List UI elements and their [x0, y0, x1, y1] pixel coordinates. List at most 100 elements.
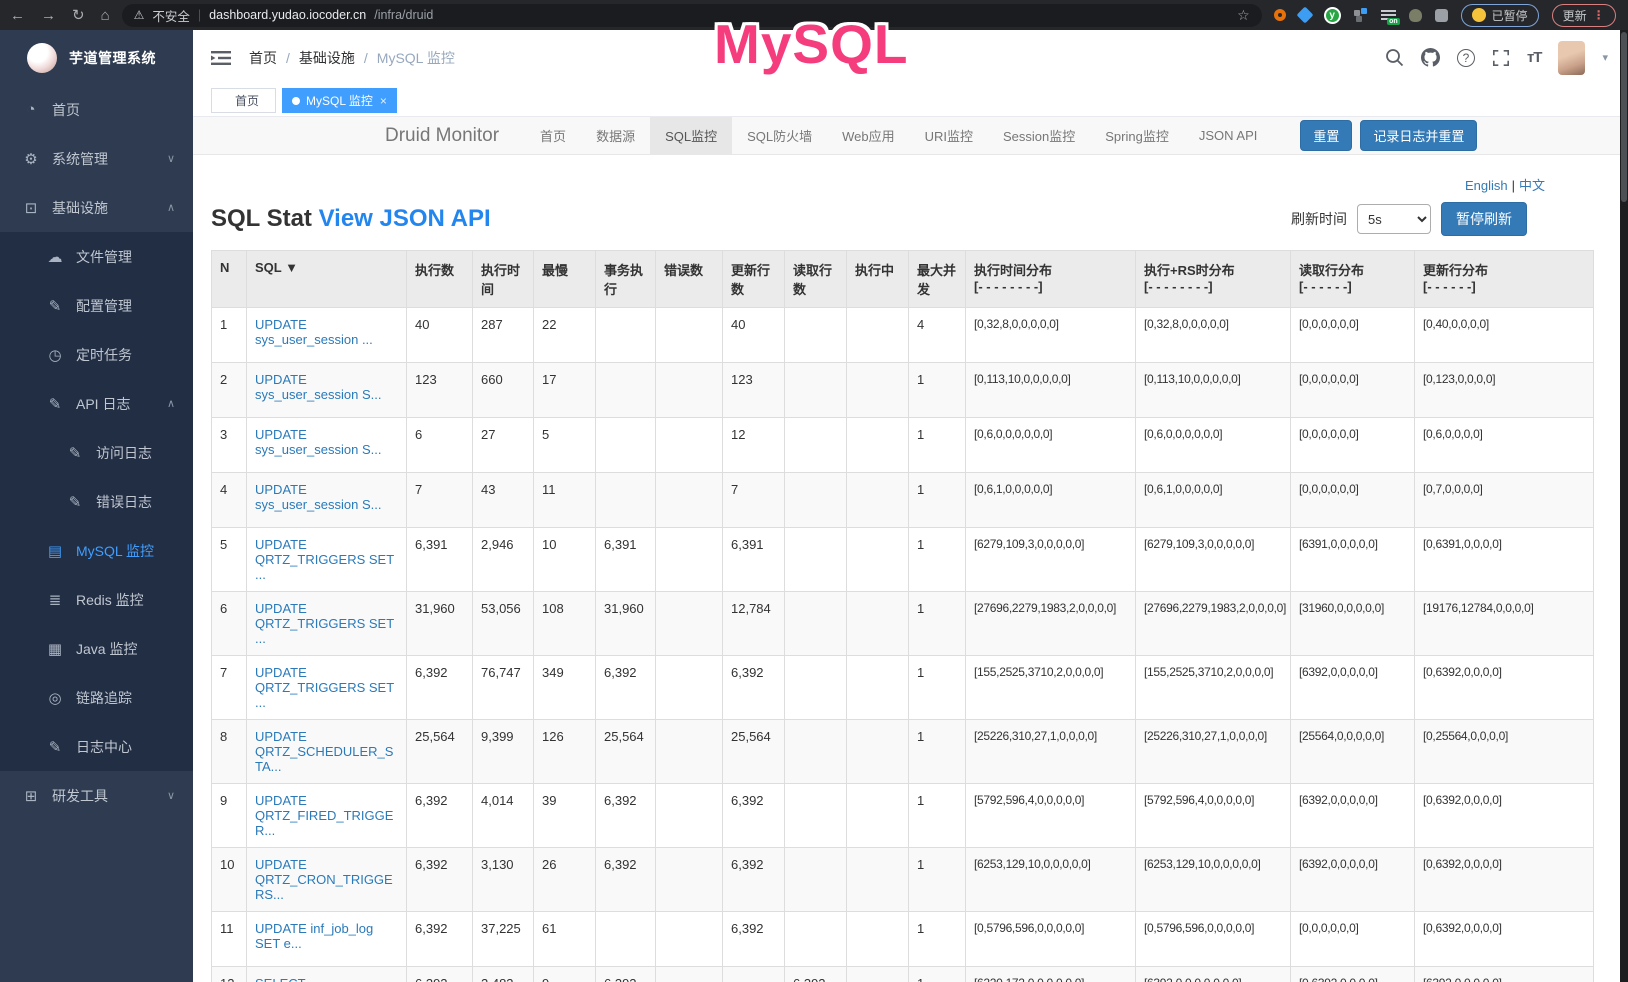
- browser-home-icon[interactable]: ⌂: [100, 6, 110, 24]
- app-logo-row[interactable]: 芋道管理系统: [0, 30, 193, 85]
- sidebar-item-redis[interactable]: ≣ Redis 监控: [0, 575, 193, 624]
- close-icon[interactable]: ×: [379, 93, 387, 108]
- page-scrollbar[interactable]: [1620, 30, 1628, 982]
- col-read-rows[interactable]: 读取行数: [784, 250, 847, 308]
- cell-update-rows: [722, 966, 785, 982]
- col-exec-time[interactable]: 执行时间: [472, 250, 534, 308]
- cell-sql: UPDATE sys_user_session ...: [246, 307, 407, 363]
- font-size-icon[interactable]: тT: [1526, 49, 1542, 66]
- lang-chinese-link[interactable]: 中文: [1518, 178, 1545, 193]
- caret-down-icon[interactable]: ▾: [1602, 52, 1608, 64]
- druid-brand[interactable]: Druid Monitor: [385, 124, 500, 146]
- sql-link[interactable]: UPDATE sys_user_session S...: [255, 372, 382, 402]
- bookmark-star-icon[interactable]: ☆: [1237, 6, 1250, 23]
- extension-squares-icon[interactable]: [1353, 8, 1368, 22]
- user-avatar[interactable]: [1558, 40, 1586, 75]
- browser-reload-icon[interactable]: ↻: [72, 7, 85, 24]
- col-update-dist[interactable]: 更新行分布 [- - - - - -]: [1414, 250, 1594, 308]
- col-exec-count[interactable]: 执行数: [406, 250, 473, 308]
- druid-nav-spring[interactable]: Spring监控: [1105, 129, 1169, 144]
- tab-home[interactable]: 首页: [211, 88, 277, 113]
- druid-nav-uri[interactable]: URI监控: [924, 129, 973, 144]
- sql-link[interactable]: UPDATE sys_user_session S...: [255, 427, 382, 457]
- lang-english-link[interactable]: English: [1464, 178, 1508, 193]
- druid-nav-home[interactable]: 首页: [540, 129, 567, 144]
- druid-nav-session[interactable]: Session监控: [1003, 129, 1076, 144]
- sidebar-item-api-logs[interactable]: ✎ API 日志 ∧: [0, 379, 193, 428]
- cell-update-dist: [0,7,0,0,0,0]: [1414, 472, 1594, 528]
- sidebar-item-trace[interactable]: ◎ 链路追踪: [0, 673, 193, 722]
- col-read-dist[interactable]: 读取行分布 [- - - - - -]: [1290, 250, 1415, 308]
- chevron-icon: ∨: [166, 153, 175, 165]
- sql-link[interactable]: UPDATE sys_user_session S...: [255, 482, 382, 512]
- extension-green-icon[interactable]: y: [1323, 6, 1341, 24]
- extension-spy-icon[interactable]: [1408, 8, 1422, 22]
- extensions-puzzle-icon[interactable]: [1434, 8, 1448, 22]
- sidebar-item-jobs[interactable]: ◷ 定时任务: [0, 330, 193, 379]
- sidebar-item-access-log[interactable]: ✎ 访问日志: [0, 428, 193, 477]
- druid-nav-wall[interactable]: SQL防火墙: [747, 129, 813, 144]
- browser-back-icon[interactable]: ←: [10, 6, 25, 24]
- log-icon: ✎: [48, 738, 62, 756]
- druid-nav-datasource[interactable]: 数据源: [596, 129, 636, 144]
- cell-max-concurrent: 1: [908, 719, 966, 784]
- col-n[interactable]: N: [211, 250, 247, 308]
- sql-link[interactable]: UPDATE QRTZ_FIRED_TRIGGER...: [255, 793, 394, 838]
- tab-mysql[interactable]: MySQL 监控 ×: [282, 88, 397, 113]
- sql-link[interactable]: SELECT TRIGGER_STATE: [255, 976, 361, 982]
- extension-gem-icon[interactable]: [1296, 6, 1314, 24]
- cell-tx-exec: 6,392: [595, 655, 656, 720]
- pause-refresh-button[interactable]: 暂停刷新: [1441, 202, 1527, 236]
- sidebar-item-infra[interactable]: ⊡ 基础设施 ∧: [0, 183, 193, 232]
- col-max-concurrent[interactable]: 最大并发: [908, 250, 966, 308]
- sql-link[interactable]: UPDATE QRTZ_TRIGGERS SET ...: [255, 537, 394, 582]
- col-errors[interactable]: 错误数: [655, 250, 723, 308]
- breadcrumb-home[interactable]: 首页: [249, 49, 277, 66]
- druid-nav-webapp[interactable]: Web应用: [842, 129, 895, 144]
- refresh-interval-select[interactable]: 5s: [1357, 204, 1431, 234]
- view-json-api-link[interactable]: View JSON API: [318, 205, 491, 232]
- sql-link[interactable]: UPDATE QRTZ_TRIGGERS SET ...: [255, 665, 394, 710]
- scrollbar-thumb[interactable]: [1621, 32, 1627, 202]
- github-icon[interactable]: [1420, 48, 1440, 67]
- sidebar-item-config[interactable]: ✎ 配置管理: [0, 281, 193, 330]
- log-and-reset-button[interactable]: 记录日志并重置: [1360, 120, 1478, 151]
- sidebar-item-system[interactable]: ⚙ 系统管理 ∨: [0, 134, 193, 183]
- druid-nav-jsonapi[interactable]: JSON API: [1198, 128, 1258, 143]
- reset-button[interactable]: 重置: [1300, 120, 1353, 151]
- sidebar-item-java[interactable]: ▦ Java 监控: [0, 624, 193, 673]
- paused-badge[interactable]: 已暂停: [1460, 3, 1539, 27]
- help-icon[interactable]: ?: [1456, 48, 1475, 67]
- extension-list-icon[interactable]: on: [1380, 8, 1400, 25]
- sidebar-item-files[interactable]: ☁ 文件管理: [0, 232, 193, 281]
- col-sql[interactable]: SQL ▼: [246, 250, 407, 308]
- col-running[interactable]: 执行中: [846, 250, 909, 308]
- sidebar-item-log-center[interactable]: ✎ 日志中心: [0, 722, 193, 771]
- update-button[interactable]: 更新 ⋮: [1551, 3, 1616, 27]
- col-update-rows[interactable]: 更新行数: [722, 250, 785, 308]
- sidebar-item-home[interactable]: ◔ 首页: [0, 85, 193, 134]
- sql-link[interactable]: UPDATE QRTZ_SCHEDULER_STA...: [255, 729, 394, 774]
- sql-link[interactable]: UPDATE inf_job_log SET e...: [255, 921, 374, 951]
- sidebar-item-mysql[interactable]: ▤ MySQL 监控: [0, 526, 193, 575]
- sql-link[interactable]: UPDATE sys_user_session ...: [255, 317, 373, 347]
- hamburger-icon[interactable]: [211, 50, 231, 66]
- col-exec-rs-dist[interactable]: 执行+RS时分布 [- - - - - - - -]: [1135, 250, 1291, 308]
- extension-ring-icon[interactable]: [1273, 9, 1286, 21]
- sidebar-item-devtools[interactable]: ⊞ 研发工具 ∨: [0, 771, 193, 820]
- sql-link[interactable]: UPDATE QRTZ_TRIGGERS SET ...: [255, 601, 394, 646]
- search-icon[interactable]: [1385, 48, 1404, 67]
- col-exec-time-dist[interactable]: 执行时间分布 [- - - - - - - -]: [965, 250, 1136, 308]
- cell-update-rows: 6,392: [722, 911, 785, 967]
- col-tx-exec[interactable]: 事务执行: [595, 250, 656, 308]
- sql-link[interactable]: UPDATE QRTZ_CRON_TRIGGERS...: [255, 857, 393, 902]
- browser-forward-icon[interactable]: →: [41, 6, 56, 24]
- sidebar-item-error-log[interactable]: ✎ 错误日志: [0, 477, 193, 526]
- address-bar[interactable]: ⚠ 不安全 | dashboard.yudao.iocoder.cn/infra…: [121, 3, 1262, 27]
- col-slowest[interactable]: 最慢: [533, 250, 596, 308]
- fullscreen-icon[interactable]: [1492, 49, 1510, 67]
- breadcrumb-infra[interactable]: 基础设施: [298, 49, 355, 66]
- breadcrumb-current: MySQL 监控: [376, 49, 455, 66]
- druid-nav-sql[interactable]: SQL监控: [650, 116, 733, 155]
- kebab-menu-icon[interactable]: ⋮: [1592, 8, 1605, 22]
